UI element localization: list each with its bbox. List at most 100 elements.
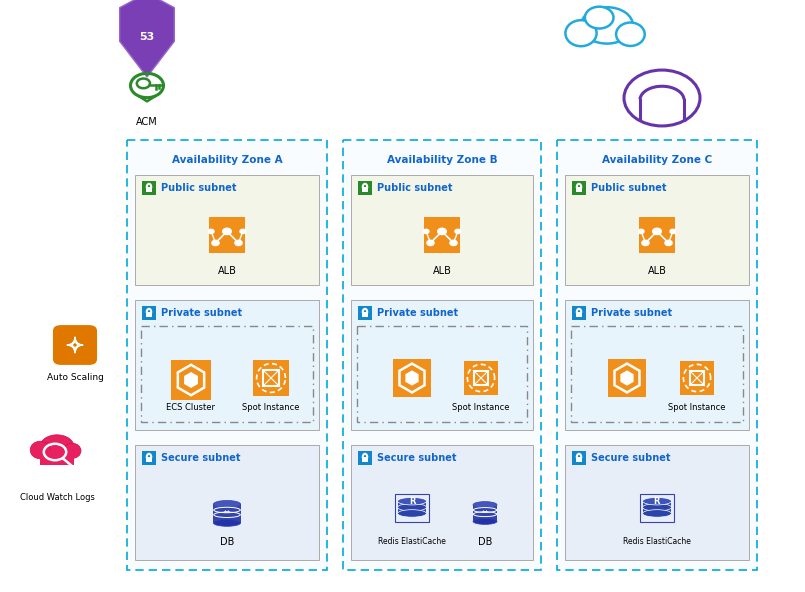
- FancyBboxPatch shape: [135, 175, 319, 285]
- FancyBboxPatch shape: [576, 187, 582, 192]
- Circle shape: [212, 240, 219, 246]
- Ellipse shape: [642, 497, 671, 505]
- Circle shape: [427, 240, 434, 246]
- Ellipse shape: [398, 510, 427, 517]
- Text: Spot Instance: Spot Instance: [668, 404, 726, 413]
- FancyBboxPatch shape: [358, 181, 372, 195]
- FancyBboxPatch shape: [209, 217, 245, 253]
- Text: R: R: [654, 497, 660, 506]
- Text: Availability Zone C: Availability Zone C: [602, 155, 712, 165]
- Text: ECS Cluster: ECS Cluster: [167, 404, 216, 413]
- Text: Availability Zone B: Availability Zone B: [386, 155, 497, 165]
- Circle shape: [423, 229, 429, 233]
- Ellipse shape: [642, 504, 671, 511]
- Text: Secure subnet: Secure subnet: [591, 453, 671, 463]
- Text: Public subnet: Public subnet: [161, 183, 237, 193]
- Circle shape: [438, 229, 446, 234]
- FancyBboxPatch shape: [362, 187, 368, 192]
- FancyBboxPatch shape: [213, 504, 241, 523]
- Text: Spot Instance: Spot Instance: [452, 404, 510, 413]
- Ellipse shape: [581, 7, 633, 44]
- FancyBboxPatch shape: [362, 312, 368, 317]
- FancyBboxPatch shape: [351, 300, 533, 430]
- Text: ALB: ALB: [432, 266, 452, 276]
- FancyBboxPatch shape: [473, 505, 497, 522]
- FancyBboxPatch shape: [135, 300, 319, 430]
- FancyBboxPatch shape: [362, 457, 368, 462]
- Ellipse shape: [64, 443, 81, 458]
- Text: 53: 53: [139, 32, 155, 42]
- Text: Spot Instance: Spot Instance: [242, 404, 299, 413]
- FancyBboxPatch shape: [358, 306, 372, 320]
- Circle shape: [642, 240, 649, 246]
- Ellipse shape: [642, 510, 671, 517]
- Polygon shape: [621, 371, 633, 385]
- Text: ACM: ACM: [136, 117, 158, 127]
- Circle shape: [638, 229, 644, 233]
- FancyBboxPatch shape: [146, 312, 152, 317]
- FancyBboxPatch shape: [146, 457, 152, 462]
- FancyBboxPatch shape: [557, 140, 757, 570]
- FancyBboxPatch shape: [576, 312, 582, 317]
- Ellipse shape: [616, 22, 645, 46]
- Circle shape: [235, 240, 242, 246]
- Circle shape: [450, 240, 457, 246]
- FancyBboxPatch shape: [572, 451, 586, 465]
- Text: ALB: ALB: [217, 266, 237, 276]
- FancyBboxPatch shape: [680, 361, 714, 395]
- FancyBboxPatch shape: [127, 140, 327, 570]
- FancyBboxPatch shape: [351, 445, 533, 560]
- Text: ↔: ↔: [224, 510, 230, 516]
- Circle shape: [223, 229, 231, 234]
- Ellipse shape: [473, 519, 497, 525]
- Ellipse shape: [398, 504, 427, 511]
- Circle shape: [240, 229, 246, 233]
- Ellipse shape: [213, 500, 241, 508]
- Text: R: R: [409, 497, 415, 506]
- FancyBboxPatch shape: [171, 360, 211, 400]
- Polygon shape: [120, 0, 175, 77]
- Text: Public subnet: Public subnet: [377, 183, 452, 193]
- FancyBboxPatch shape: [142, 451, 156, 465]
- Text: Cloud Watch Logs: Cloud Watch Logs: [19, 493, 94, 501]
- Polygon shape: [185, 373, 197, 387]
- Text: Auto Scaling: Auto Scaling: [47, 374, 103, 382]
- FancyBboxPatch shape: [358, 451, 372, 465]
- Text: Secure subnet: Secure subnet: [161, 453, 241, 463]
- Text: DB: DB: [478, 537, 492, 547]
- FancyBboxPatch shape: [572, 181, 586, 195]
- Text: DB: DB: [220, 537, 234, 547]
- Text: Availability Zone A: Availability Zone A: [171, 155, 283, 165]
- Text: ALB: ALB: [647, 266, 667, 276]
- Polygon shape: [406, 371, 418, 385]
- Circle shape: [665, 240, 672, 246]
- FancyBboxPatch shape: [146, 187, 152, 192]
- Text: Redis ElastiCache: Redis ElastiCache: [623, 538, 691, 546]
- FancyBboxPatch shape: [343, 140, 541, 570]
- FancyBboxPatch shape: [424, 217, 460, 253]
- Ellipse shape: [585, 7, 613, 28]
- Text: Private subnet: Private subnet: [591, 308, 672, 318]
- FancyBboxPatch shape: [135, 445, 319, 560]
- FancyBboxPatch shape: [142, 306, 156, 320]
- FancyBboxPatch shape: [608, 359, 646, 397]
- FancyBboxPatch shape: [39, 450, 74, 465]
- FancyBboxPatch shape: [572, 306, 586, 320]
- Ellipse shape: [565, 20, 597, 46]
- Text: Redis ElastiCache: Redis ElastiCache: [378, 538, 446, 546]
- FancyBboxPatch shape: [565, 300, 749, 430]
- FancyBboxPatch shape: [53, 325, 97, 365]
- FancyBboxPatch shape: [565, 175, 749, 285]
- Ellipse shape: [40, 435, 74, 459]
- FancyBboxPatch shape: [642, 501, 671, 513]
- Text: Private subnet: Private subnet: [161, 308, 242, 318]
- Ellipse shape: [473, 501, 497, 508]
- Ellipse shape: [398, 497, 427, 505]
- Ellipse shape: [213, 520, 241, 526]
- FancyBboxPatch shape: [565, 445, 749, 560]
- Ellipse shape: [642, 497, 671, 505]
- FancyBboxPatch shape: [253, 360, 289, 396]
- Text: ↔: ↔: [482, 509, 488, 516]
- Text: Public subnet: Public subnet: [591, 183, 667, 193]
- Circle shape: [455, 229, 460, 233]
